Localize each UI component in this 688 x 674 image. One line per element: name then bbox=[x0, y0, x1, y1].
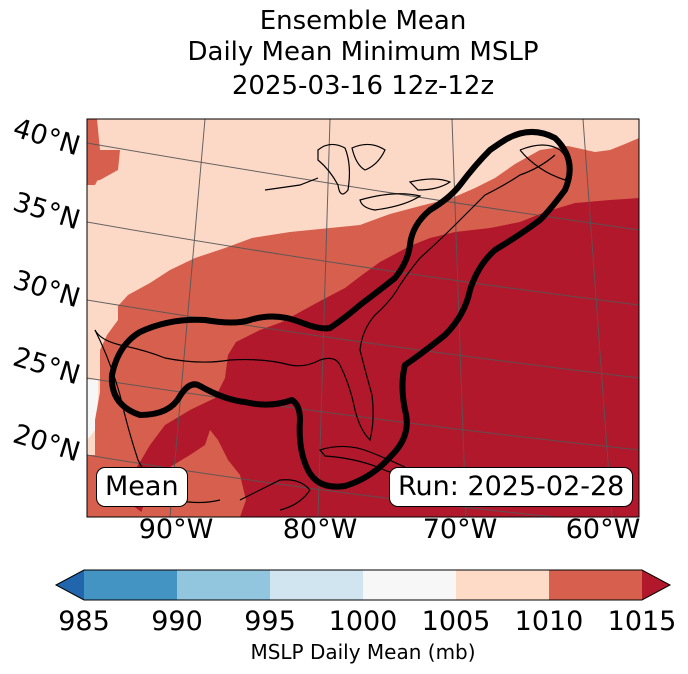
title-line-3: 2025-03-16 12z-12z bbox=[231, 71, 495, 101]
colorbar-tick-990: 990 bbox=[151, 606, 203, 637]
contour-1010 bbox=[108, 129, 573, 490]
colorbar-label: MSLP Daily Mean (mb) bbox=[250, 640, 476, 664]
colorbar-tick-995: 995 bbox=[244, 606, 296, 637]
colorbar-segment bbox=[84, 570, 178, 600]
colorbar-segment bbox=[549, 570, 643, 600]
colorbar-over-arrow bbox=[642, 570, 670, 600]
colorbar-segment bbox=[177, 570, 271, 600]
run-date-box: Run: 2025-02-28 bbox=[389, 467, 634, 507]
colorbar-segment bbox=[270, 570, 364, 600]
colorbar-tick-1005: 1005 bbox=[421, 606, 491, 637]
lon-label-80: 80°W bbox=[282, 514, 358, 545]
fill-1010-nw2 bbox=[87, 150, 120, 182]
colorbar-segment bbox=[363, 570, 457, 600]
colorbar-tick-1010: 1010 bbox=[514, 606, 584, 637]
lon-label-60: 60°W bbox=[565, 514, 641, 545]
lon-label-90: 90°W bbox=[138, 514, 214, 545]
title-line-1: Ensemble Mean bbox=[259, 6, 467, 36]
mean-label-box: Mean bbox=[96, 467, 188, 507]
lon-label-70: 70°W bbox=[422, 514, 498, 545]
title-line-2: Daily Mean Minimum MSLP bbox=[187, 37, 539, 67]
colorbar-tick-1000: 1000 bbox=[328, 606, 398, 637]
colorbar-tick-985: 985 bbox=[58, 606, 110, 637]
colorbar-segment bbox=[456, 570, 550, 600]
colorbar-under-arrow bbox=[56, 570, 84, 600]
colorbar-outline bbox=[54, 569, 672, 601]
fill-above-1015 bbox=[128, 198, 639, 517]
colorbar-tick-1015: 1015 bbox=[607, 606, 677, 637]
